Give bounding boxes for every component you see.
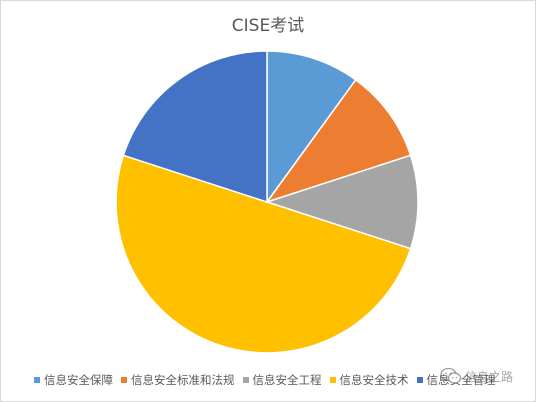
chart-legend: 信息安全保障 信息安全标准和法规 信息安全工程 信息安全技术 信息安全管理 [34, 372, 504, 388]
legend-item-5: 信息安全管理 [416, 372, 496, 388]
legend-item-2: 信息安全标准和法规 [121, 372, 235, 388]
legend-item-4: 信息安全技术 [329, 372, 409, 388]
pie-slice-3 [266, 154, 419, 250]
chart-title: CISE考试 [231, 16, 305, 36]
pie-slice-2 [266, 79, 412, 203]
legend-swatch-2 [121, 377, 127, 383]
watermark: 信息之路 [440, 367, 513, 385]
pie-slice-5 [122, 50, 268, 203]
pie-slice-1 [266, 50, 357, 203]
pie-slice-4 [115, 154, 412, 354]
legend-swatch-4 [329, 377, 336, 383]
wechat-icon [440, 367, 462, 384]
watermark-text: 信息之路 [465, 369, 514, 384]
legend-swatch-1 [34, 377, 40, 383]
legend-item-3: 信息安全工程 [242, 372, 322, 388]
legend-label-1: 信息安全保障 [44, 373, 113, 387]
legend-label-5: 信息安全管理 [426, 373, 496, 387]
legend-label-4: 信息安全技术 [339, 373, 409, 387]
legend-swatch-3 [242, 377, 249, 383]
legend-label-3: 信息安全工程 [252, 373, 322, 387]
legend-item-1: 信息安全保障 [34, 372, 113, 388]
legend-swatch-5 [416, 377, 423, 383]
legend-label-2: 信息安全标准和法规 [131, 373, 235, 387]
